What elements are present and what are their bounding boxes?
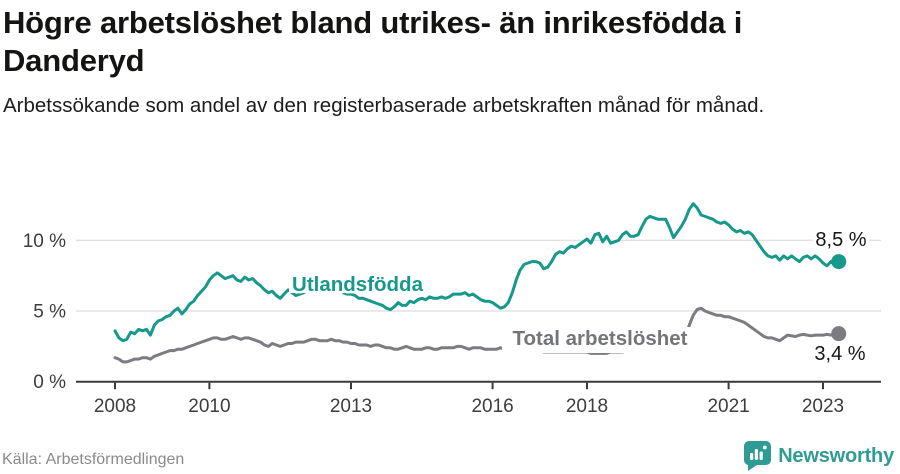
x-tick-label: 2021 [707, 396, 749, 417]
logo-bar-1 [750, 453, 754, 460]
brand-name: Newsworthy [778, 444, 894, 467]
source-note: Källa: Arbetsförmedlingen [2, 451, 185, 468]
y-tick-label: 10 % [23, 231, 66, 252]
x-tick-label: 2008 [94, 396, 136, 417]
label-halo-utlandsfodda [289, 274, 428, 293]
y-tick-label: 5 % [33, 302, 66, 323]
x-tick-label: 2010 [188, 396, 230, 417]
series-line-total [113, 306, 841, 364]
series-label-total: Total arbetslöshet [512, 327, 687, 350]
logo-bar-3 [759, 451, 763, 460]
chart-subtitle: Arbetssökande som andel av den registerb… [3, 94, 765, 117]
newsworthy-logo-icon [744, 441, 772, 471]
end-value-label-total: 3,4 % [814, 343, 865, 365]
logo-bar-2 [754, 449, 759, 460]
end-dot-total [831, 326, 847, 342]
label-halo-total [502, 327, 699, 353]
series-label-utlandsfodda: Utlandsfödda [292, 273, 424, 296]
x-tick-label: 2018 [566, 396, 608, 417]
page-title: Högre arbetslöshet bland utrikes- än inr… [3, 5, 743, 78]
x-tick-label: 2023 [802, 396, 844, 417]
series-line-utlandsfodda [113, 202, 841, 343]
x-tick-label: 2016 [471, 396, 513, 417]
y-tick-label: 0 % [33, 372, 66, 393]
end-dot-utlandsfodda [831, 254, 847, 270]
logo-dot [763, 445, 767, 450]
x-tick-label: 2013 [330, 396, 372, 417]
end-value-label-utlandsfodda: 8,5 % [815, 229, 866, 251]
brand-logo-link[interactable]: Newsworthy [742, 440, 894, 472]
